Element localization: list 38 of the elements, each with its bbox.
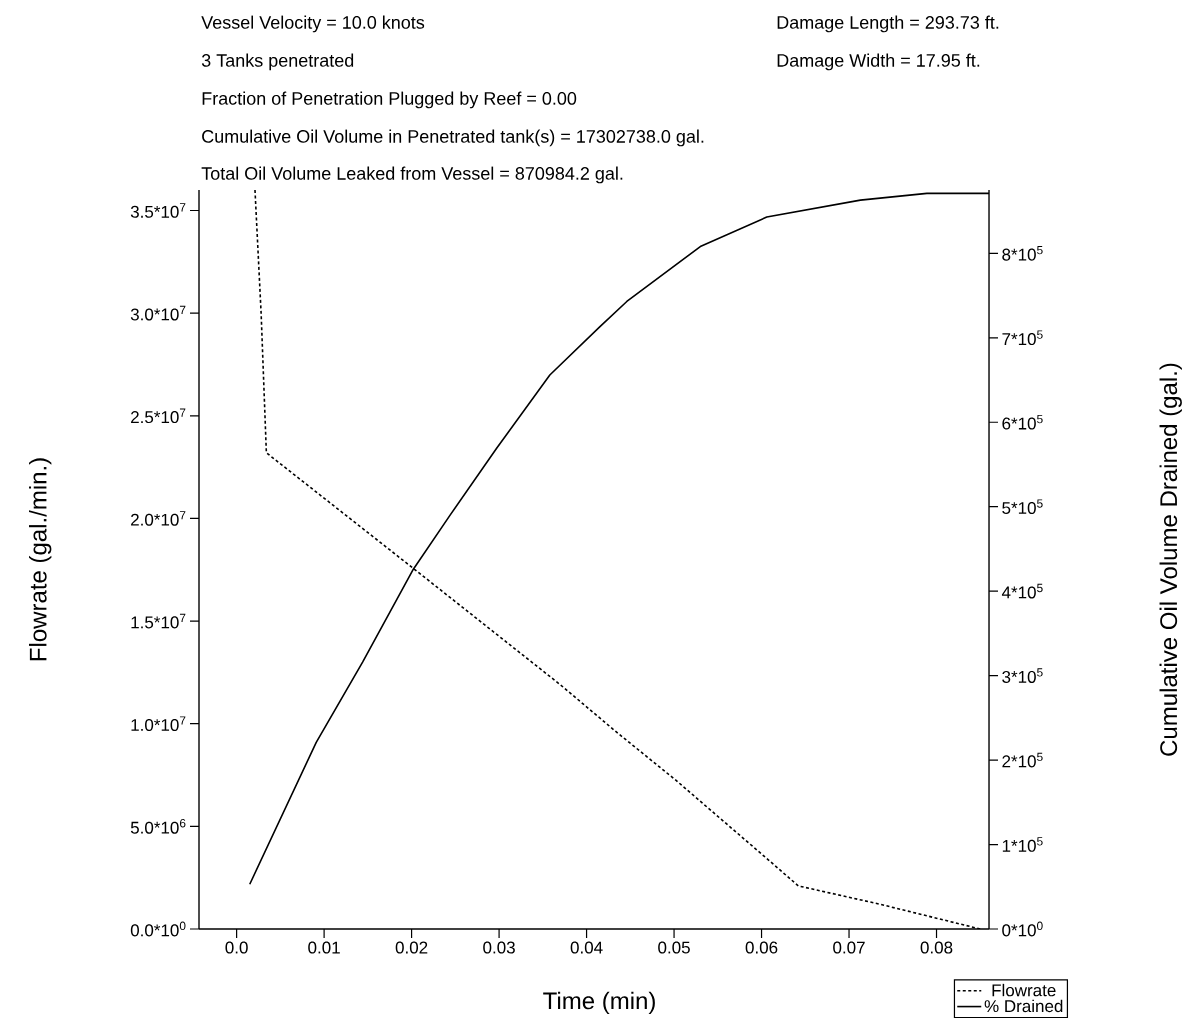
- x-tick-label: 0.06: [745, 941, 778, 954]
- y2-tick-label: 8*10$^{5}$: [1002, 246, 1043, 261]
- text: Fraction of Penetration Plugged by Reef = 0.00: [202, 91, 577, 109]
- x-tick-label: 0.07: [833, 941, 865, 954]
- y2-tick-label: 3*10$^{5}$: [1002, 668, 1043, 683]
- x-tick-label: 0.05: [658, 941, 690, 954]
- y2-tick-label: 2*10$^{5}$: [1002, 752, 1043, 768]
- y2-tick-label: 5*10$^{5}$: [1002, 499, 1043, 515]
- x-tick-label: 0.0: [225, 941, 248, 954]
- y-tick-label: 3.5*10$^{7}$: [130, 203, 186, 218]
- y-tick-label: 1.0*10$^{7}$: [131, 716, 186, 732]
- text: Damage Width = 17.95 ft.: [777, 53, 980, 71]
- y-tick-label: 3.0*10$^{7}$: [130, 305, 186, 321]
- text: Vessel Velocity = 10.0 knots: [201, 15, 425, 33]
- x-tick-label: 0.03: [483, 941, 515, 954]
- x-tick-label: 0.08: [920, 941, 953, 954]
- text: Cumulative Oil Volume in Penetrated tank(s) = 17302738.0 gal.: [202, 129, 704, 147]
- x-tick-label: 0.04: [570, 941, 603, 954]
- y2-tick-label: 4*10$^{5}$: [1001, 583, 1043, 599]
- y2-tick-label: 7*10$^{5}$: [1002, 330, 1043, 346]
- text: Total Oil Volume Leaked from Vessel = 870984.2 gal.: [201, 166, 623, 184]
- y-tick-label: 2.5*10$^{7}$: [131, 408, 186, 424]
- y-tick-label: 0.0*10$^{0}$: [130, 921, 186, 937]
- y-axis-title: Flowrate (gal./min.): [29, 458, 52, 661]
- y2-tick-label: 1*10$^{5}$: [1002, 837, 1043, 852]
- x-tick-label: 0.02: [395, 941, 428, 954]
- text: 3 Tanks penetrated: [201, 53, 354, 71]
- y2-tick-label: 6*10$^{5}$: [1002, 414, 1043, 430]
- y-tick-label: 1.5*10$^{7}$: [131, 613, 186, 629]
- y-tick-label: 5.0*10$^{6}$: [130, 818, 186, 834]
- legend-label: Flowrate: [992, 983, 1056, 997]
- legend-label: % Drained: [984, 999, 1063, 1013]
- y2-tick-label: 0*10$^{0}$: [1002, 921, 1043, 937]
- y2-axis-title: Cumulative Oil Volume Drained (gal.): [1159, 363, 1182, 756]
- text: Damage Length = 293.73 ft.: [777, 15, 999, 33]
- y-tick-label: 2.0*10$^{7}$: [131, 511, 186, 526]
- x-tick-label: 0.01: [308, 941, 340, 954]
- x-axis-title: Time (min): [543, 991, 655, 1015]
